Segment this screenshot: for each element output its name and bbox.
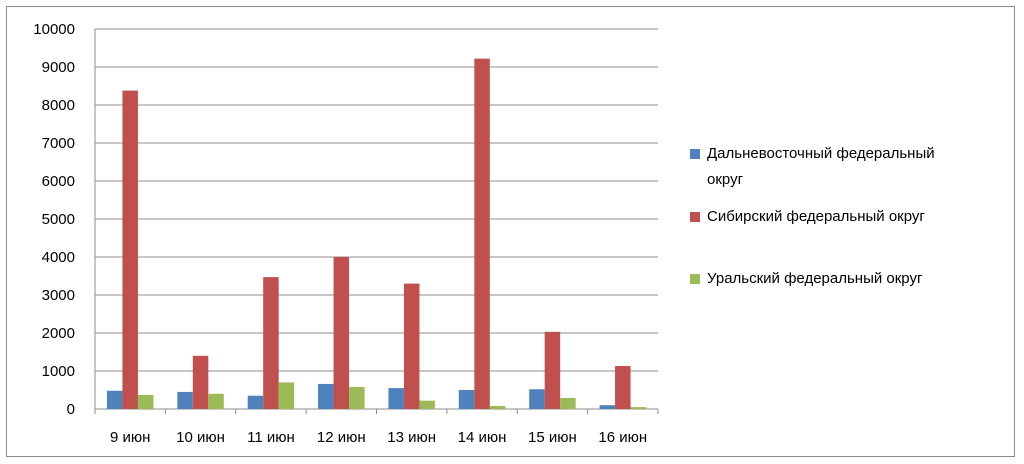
legend-label: Сибирский федеральный округ bbox=[707, 208, 925, 225]
y-tick-label: 10000 bbox=[33, 21, 75, 38]
legend-label: округ bbox=[707, 171, 744, 188]
x-tick-label: 13 июн bbox=[387, 429, 436, 446]
legend-label: Уральский федеральный округ bbox=[707, 270, 923, 287]
x-tick-label: 11 июн bbox=[247, 429, 295, 446]
bar bbox=[474, 58, 490, 409]
bar bbox=[106, 390, 123, 409]
bar bbox=[544, 331, 561, 409]
y-tick-label: 2000 bbox=[42, 325, 75, 342]
legend-swatch bbox=[690, 149, 700, 159]
y-tick-label: 6000 bbox=[42, 173, 75, 190]
chart-frame bbox=[6, 6, 1015, 457]
y-tick-label: 9000 bbox=[42, 59, 75, 76]
y-tick-label: 4000 bbox=[42, 249, 75, 266]
bar bbox=[122, 90, 138, 409]
bar bbox=[419, 400, 435, 409]
bar bbox=[615, 366, 631, 409]
bar bbox=[388, 388, 404, 409]
legend-swatch bbox=[690, 212, 700, 222]
bar bbox=[349, 386, 365, 409]
bar bbox=[263, 277, 279, 409]
y-tick-label: 3000 bbox=[42, 287, 75, 304]
legend-swatch bbox=[690, 274, 700, 284]
bar bbox=[137, 394, 154, 409]
x-tick-label: 16 июн bbox=[598, 429, 647, 446]
bar bbox=[458, 390, 475, 409]
bar bbox=[192, 355, 209, 409]
x-tick-label: 9 июн bbox=[110, 429, 150, 446]
x-tick-label: 14 июн bbox=[458, 429, 507, 446]
bar bbox=[333, 257, 350, 409]
y-tick-label: 0 bbox=[67, 401, 75, 418]
y-tick-label: 8000 bbox=[42, 97, 75, 114]
legend-label: Дальневосточный федеральный bbox=[707, 145, 935, 162]
bar bbox=[177, 391, 193, 409]
y-tick-label: 5000 bbox=[42, 211, 75, 228]
bar bbox=[529, 389, 545, 409]
bar bbox=[278, 382, 295, 409]
y-tick-label: 7000 bbox=[42, 135, 75, 152]
x-tick-label: 12 июн bbox=[317, 429, 366, 446]
bar bbox=[247, 395, 264, 409]
bar bbox=[403, 283, 420, 409]
bar bbox=[599, 405, 616, 409]
x-tick-label: 15 июн bbox=[528, 429, 577, 446]
bar bbox=[560, 397, 576, 409]
bar bbox=[489, 405, 506, 409]
x-tick-label: 10 июн bbox=[176, 429, 225, 446]
bar bbox=[630, 407, 647, 409]
y-tick-label: 1000 bbox=[42, 363, 75, 380]
bar bbox=[318, 383, 334, 409]
bar bbox=[208, 393, 224, 409]
